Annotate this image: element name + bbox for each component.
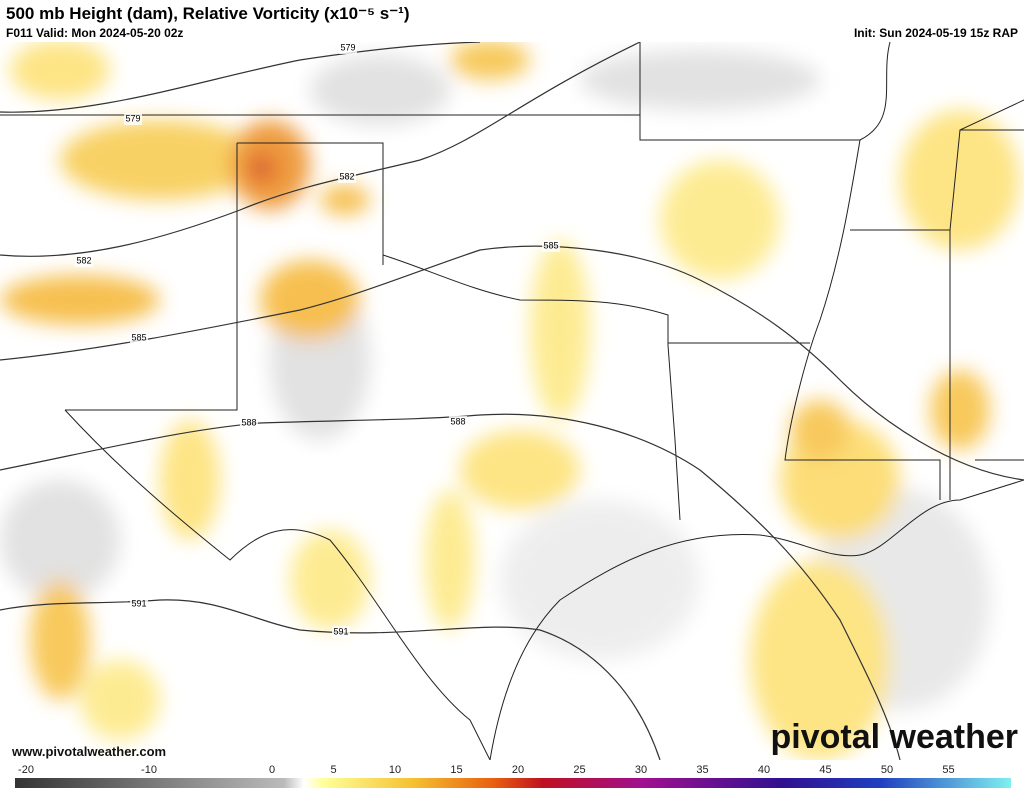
contour-label: 585 <box>543 240 558 250</box>
colorbar-tick-label: 30 <box>635 764 647 776</box>
init-time: Init: Sun 2024-05-19 15z RAP <box>854 26 1018 40</box>
contour-label-bg <box>130 598 148 610</box>
contour-label: 582 <box>76 255 91 265</box>
logo: pivotal weather <box>770 718 1018 756</box>
colorbar-tick-label: 10 <box>389 764 401 776</box>
map <box>0 42 1024 760</box>
contour-label-bg <box>332 626 350 638</box>
contour-label: 582 <box>339 171 354 181</box>
valid-time: F011 Valid: Mon 2024-05-20 02z <box>6 26 183 40</box>
contour-label: 591 <box>333 626 348 636</box>
contour-label-bg <box>240 417 258 429</box>
contour-label: 585 <box>131 332 146 342</box>
height-contours <box>0 42 1024 760</box>
contour-label-bg <box>75 255 93 267</box>
map-title: 500 mb Height (dam), Relative Vorticity … <box>6 4 410 23</box>
contour-label: 588 <box>241 417 256 427</box>
contour-label-bg <box>130 332 148 344</box>
boundaries <box>0 42 1024 760</box>
contour-label: 588 <box>450 416 465 426</box>
colorbar-tick-label: -20 <box>18 764 34 776</box>
colorbar-tick-label: 5 <box>330 764 336 776</box>
contour-label: 579 <box>340 42 355 52</box>
colorbar-tick-label: 55 <box>942 764 954 776</box>
colorbar-tick-label: 25 <box>573 764 585 776</box>
colorbar-tick-label: 35 <box>696 764 708 776</box>
colorbar-tick-label: 50 <box>881 764 893 776</box>
contour-label: 579 <box>125 113 140 123</box>
contour-label-bg <box>124 113 142 125</box>
contour-label-bg <box>338 171 356 183</box>
website: www.pivotalweather.com <box>11 744 166 759</box>
colorbar-tick-label: 15 <box>450 764 462 776</box>
contour-label-bg <box>542 240 560 252</box>
contour-label: 591 <box>131 598 146 608</box>
colorbar-tick-label: 40 <box>758 764 770 776</box>
contour-label-bg <box>449 416 467 428</box>
colorbar-tick-label: -10 <box>141 764 157 776</box>
contour-label-bg <box>339 42 357 54</box>
colorbar-tick-label: 0 <box>269 764 275 776</box>
colorbar-tick-label: 45 <box>819 764 831 776</box>
colorbar <box>15 778 1011 788</box>
colorbar-tick-label: 20 <box>512 764 524 776</box>
